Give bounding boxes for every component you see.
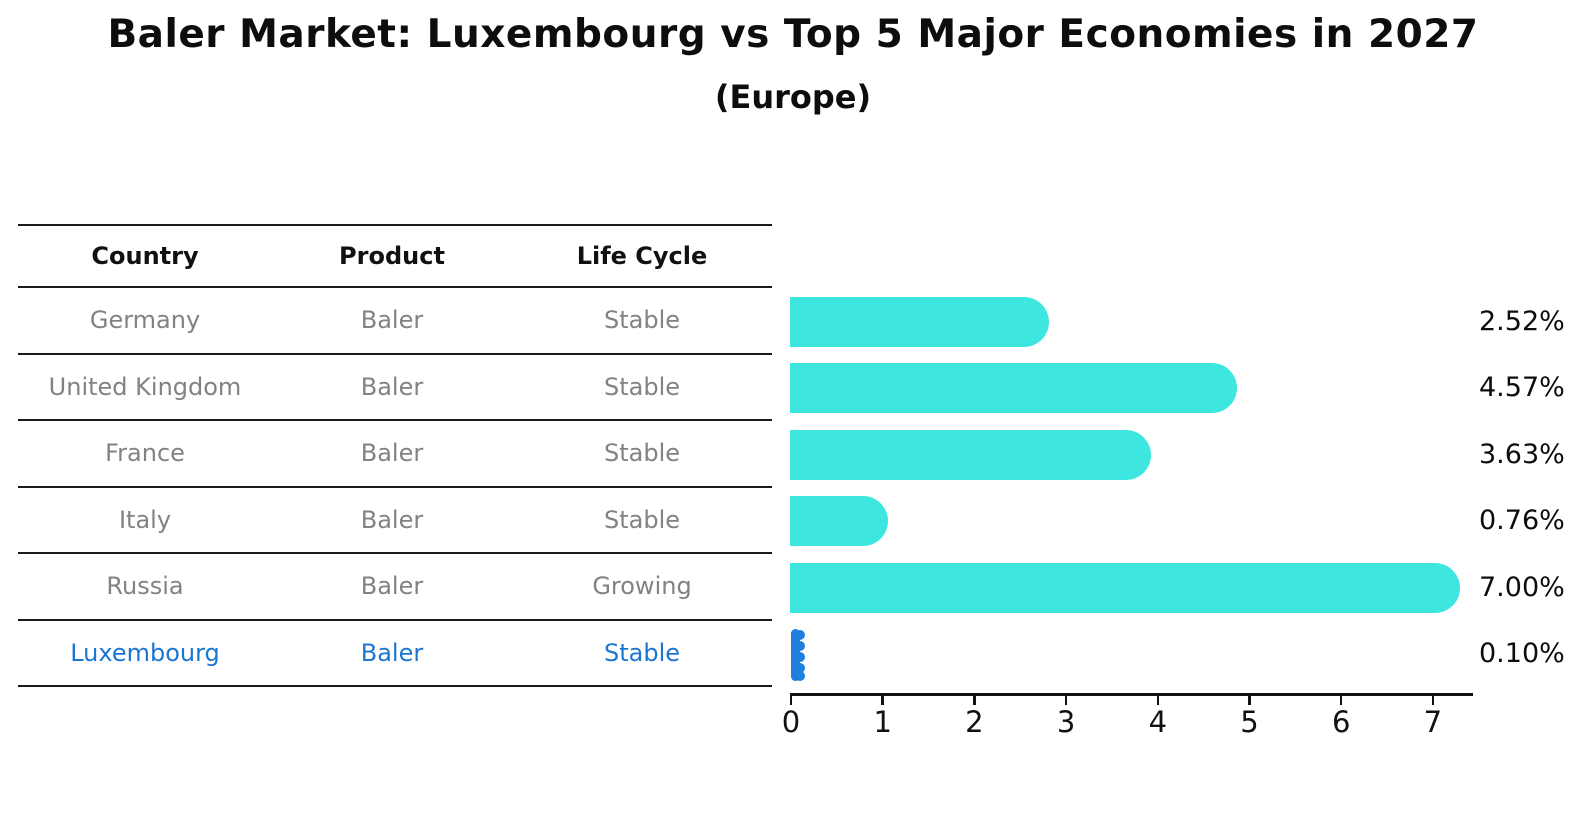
- value-label-italy: 0.76%: [1479, 505, 1565, 536]
- x-tick-mark-0: [789, 696, 793, 705]
- x-axis-line: [790, 693, 1473, 696]
- x-tick-label-3: 3: [1056, 705, 1076, 739]
- product-cell: Baler: [360, 505, 424, 534]
- country-cell: Luxembourg: [70, 638, 220, 667]
- x-tick-mark-5: [1248, 696, 1251, 705]
- lifecycle-cell: Stable: [603, 372, 681, 401]
- lifecycle-cell: Stable: [603, 306, 681, 335]
- x-tick-label-4: 4: [1148, 705, 1168, 739]
- country-cell: Italy: [118, 505, 172, 534]
- value-label-luxembourg: 0.10%: [1479, 638, 1565, 669]
- column-header-product: Product: [339, 242, 445, 270]
- value-label-united-kingdom: 4.57%: [1479, 372, 1565, 403]
- product-cell: Baler: [360, 372, 424, 401]
- product-cell: Baler: [360, 638, 424, 667]
- column-header-country: Country: [91, 242, 199, 270]
- country-cell: Russia: [106, 572, 184, 601]
- country-table: Country Product Life Cycle Germany Baler S…: [18, 224, 772, 687]
- country-cell: Germany: [89, 306, 201, 335]
- country-cell: United Kingdom: [48, 372, 242, 401]
- x-tick-mark-4: [1156, 696, 1160, 705]
- value-label-russia: 7.00%: [1479, 571, 1565, 603]
- bar-luxembourg: [788, 626, 806, 688]
- bar-russia: [790, 562, 1460, 613]
- value-label-france: 3.63%: [1479, 438, 1565, 470]
- product-cell: Baler: [360, 572, 424, 601]
- lifecycle-cell: Growing: [592, 572, 692, 601]
- x-tick-label-6: 6: [1331, 705, 1351, 739]
- x-tick-label-2: 2: [965, 705, 984, 739]
- table-row-italy: Italy Baler Stable: [18, 488, 772, 554]
- x-tick-mark-2: [973, 696, 976, 705]
- lifecycle-cell: Stable: [603, 439, 681, 468]
- value-label-germany: 2.52%: [1479, 305, 1565, 337]
- x-tick-mark-3: [1064, 696, 1068, 705]
- table-row-france: France Baler Stable: [18, 421, 772, 488]
- product-cell: Baler: [360, 439, 424, 468]
- bar-germany: [790, 296, 1050, 347]
- table-row-united-kingdom: United Kingdom Baler Stable: [18, 355, 772, 421]
- lifecycle-cell: Stable: [603, 505, 681, 534]
- table-row-germany: Germany Baler Stable: [18, 288, 772, 355]
- bar-united-kingdom: [790, 363, 1238, 413]
- column-header-lifecycle: Life Cycle: [576, 242, 708, 270]
- table-header-row: Country Product Life Cycle: [18, 224, 772, 288]
- bar-italy: [790, 496, 888, 546]
- country-cell: France: [105, 439, 185, 468]
- table-row-luxembourg: Luxembourg Baler Stable: [18, 621, 772, 687]
- x-tick-mark-7: [1431, 696, 1435, 705]
- bar-france: [790, 429, 1151, 480]
- x-tick-mark-1: [881, 696, 884, 705]
- x-tick-label-1: 1: [873, 705, 892, 739]
- chart-title: Baler Market: Luxembourg vs Top 5 Major …: [107, 12, 1479, 57]
- chart-subtitle: (Europe): [714, 78, 872, 116]
- x-tick-label-7: 7: [1423, 705, 1443, 739]
- table-body: Germany Baler Stable United Kingdom Baler Sta…: [18, 288, 772, 687]
- table-row-russia: Russia Baler Growing: [18, 554, 772, 621]
- x-tick-label-0: 0: [781, 705, 801, 739]
- lifecycle-cell: Stable: [603, 638, 681, 667]
- x-tick-label-5: 5: [1240, 705, 1259, 739]
- x-tick-mark-6: [1339, 696, 1343, 705]
- product-cell: Baler: [360, 306, 424, 335]
